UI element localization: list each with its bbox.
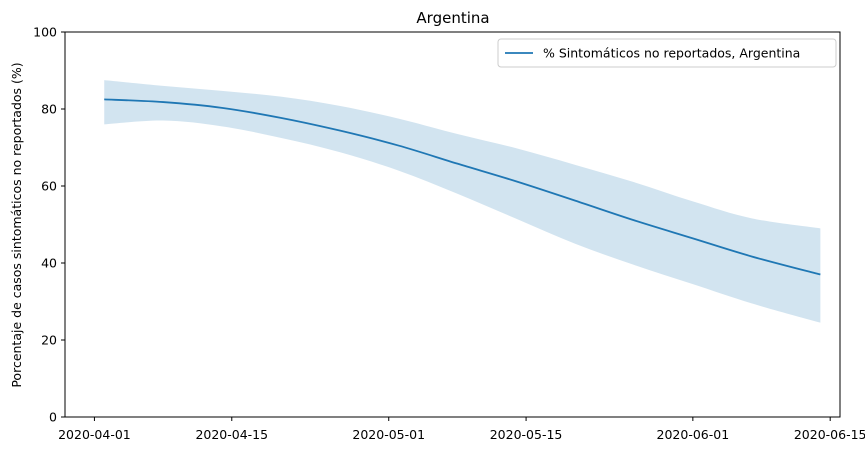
plot-frame: [64, 31, 841, 418]
y-tick-label: 40: [41, 256, 57, 271]
chart-title: Argentina: [416, 9, 489, 27]
x-tick-label: 2020-06-01: [657, 427, 730, 442]
legend-frame: [497, 38, 837, 68]
y-tick-label: 100: [33, 25, 57, 40]
x-tick-label: 2020-05-01: [352, 427, 425, 442]
x-tick-label: 2020-05-15: [490, 427, 563, 442]
x-tick-label: 2020-04-15: [195, 427, 268, 442]
y-tick-label: 0: [49, 410, 57, 425]
x-tick-label: 2020-04-01: [58, 427, 131, 442]
series-line: [104, 98, 821, 276]
y-tick-label: 60: [41, 179, 57, 194]
x-tick-label: 2020-06-15: [794, 427, 865, 442]
axes: 0 20 40 60 80 100 2020-04-01 2020-04-15 2020-05-…: [33, 25, 865, 443]
legend: % Sintomáticos no reportados, Argentina: [497, 38, 837, 68]
plot-area: [104, 80, 821, 323]
y-tick-label: 20: [41, 333, 57, 348]
legend-label: % Sintomáticos no reportados, Argentina: [543, 46, 800, 61]
y-axis-title: Porcentaje de casos sintomáticos no repo…: [9, 62, 24, 387]
y-tick-label: 80: [41, 102, 57, 117]
confidence-band: [104, 80, 821, 323]
